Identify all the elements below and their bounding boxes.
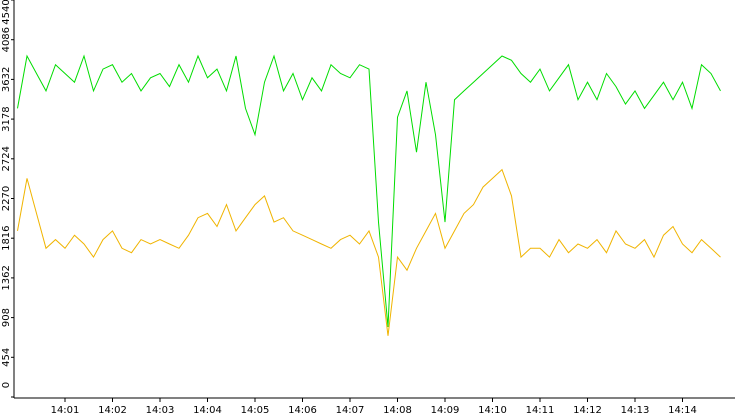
x-tick-label: 14:08 <box>383 405 412 415</box>
data-line <box>17 168 721 336</box>
y-tick-label: 3632 <box>1 67 12 92</box>
x-tick-label: 14:03 <box>146 405 175 415</box>
x-tick-label: 14:01 <box>51 405 80 415</box>
x-tick-label: 14:10 <box>478 405 507 415</box>
x-tick-label: 14:07 <box>336 405 365 415</box>
x-tick-label: 14:04 <box>193 405 222 415</box>
x-tick-label: 14:09 <box>431 405 460 415</box>
y-tick-label: 4086 <box>1 27 12 52</box>
y-tick-label: 0 <box>1 382 12 388</box>
x-tick-label: 14:13 <box>621 405 650 415</box>
x-tick-label: 14:06 <box>288 405 317 415</box>
y-tick-label: 908 <box>1 308 12 327</box>
y-tick-label: 4540 <box>1 0 12 25</box>
x-tick-label: 14:11 <box>526 405 555 415</box>
x-tick-label: 14:14 <box>668 405 697 415</box>
y-tick-label: 2270 <box>1 186 12 211</box>
y-tick-label: 1816 <box>1 225 12 250</box>
y-tick-label: 1362 <box>1 265 12 290</box>
y-tick-label: 454 <box>1 348 12 367</box>
y-tick-label: 2724 <box>1 146 12 171</box>
x-tick-label: 14:05 <box>241 405 270 415</box>
data-line <box>17 54 721 328</box>
x-tick-label: 14:12 <box>573 405 602 415</box>
x-tick-label: 14:02 <box>98 405 127 415</box>
y-tick-label: 3178 <box>1 106 12 131</box>
